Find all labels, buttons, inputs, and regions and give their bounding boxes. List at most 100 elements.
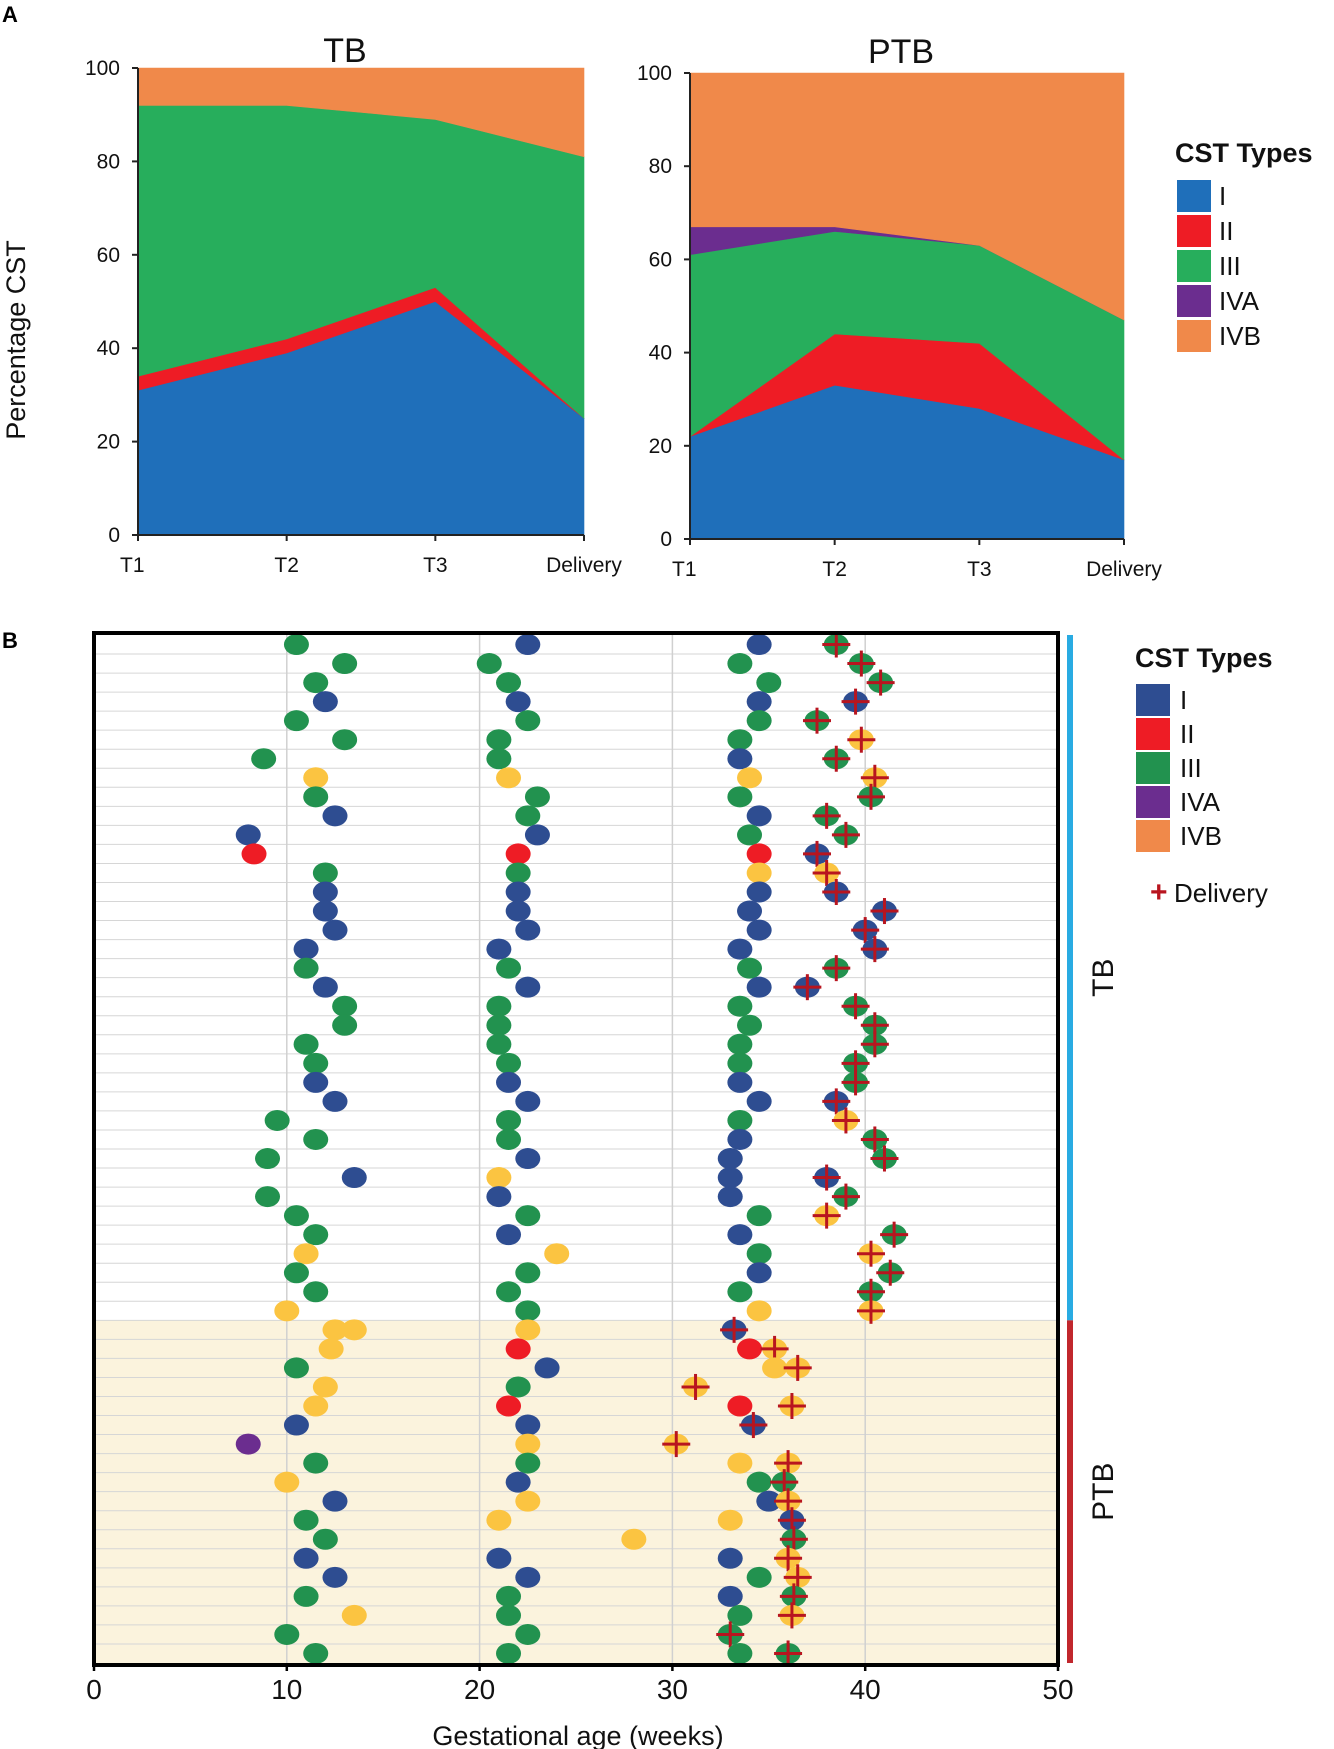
- legend-b-swatch-ii: [1136, 718, 1170, 750]
- timeline-point-i-delivery: [851, 917, 880, 944]
- timeline-point-i: [505, 1471, 531, 1493]
- timeline-point-iii: [255, 1148, 281, 1170]
- timeline-point-iii: [515, 710, 541, 732]
- timeline-point-i-delivery: [860, 936, 889, 963]
- ptb-x-tick-label: T3: [967, 558, 992, 581]
- timeline-point-iii: [496, 1109, 522, 1131]
- cst-dot: [486, 938, 512, 960]
- timeline-points: [235, 631, 909, 1667]
- timeline-point-iii: [293, 1033, 319, 1055]
- tb-y-tick-label: 20: [97, 431, 120, 454]
- timeline-point-ivb: [544, 1243, 570, 1265]
- cst-dot: [486, 1509, 512, 1531]
- cst-dot: [303, 1452, 329, 1474]
- cst-dot: [496, 1052, 522, 1074]
- timeline-point-iii: [283, 1357, 309, 1379]
- timeline-point-i: [717, 1148, 743, 1170]
- timeline-point-iii: [486, 1014, 512, 1036]
- cst-dot: [312, 881, 338, 903]
- timeline-point-ivb-delivery: [783, 1564, 812, 1591]
- legend-b-delivery-symbol: +: [1150, 876, 1168, 909]
- cst-dot: [727, 1281, 753, 1303]
- cst-dot: [496, 1395, 522, 1417]
- timeline-point-iii-delivery: [779, 1526, 808, 1553]
- ptb-area-layers: [689, 72, 1125, 540]
- legend-a-swatch-ivb: [1177, 320, 1211, 352]
- timeline-point-i: [235, 824, 261, 846]
- tb-x-tick-label: T1: [120, 554, 145, 577]
- timeline-point-iii-delivery: [860, 1012, 889, 1039]
- timeline-x-tick-labels: 0 10 20 30 40 50: [86, 1663, 1074, 1705]
- cst-dot: [746, 881, 772, 903]
- timeline-point-iii-delivery: [822, 745, 851, 772]
- ptb-chart-title: PTB: [868, 33, 934, 71]
- cst-dot: [293, 938, 319, 960]
- legend-a-swatch-i: [1177, 180, 1211, 212]
- cst-dot: [515, 1205, 541, 1227]
- timeline-point-i: [515, 1090, 541, 1112]
- timeline-point-iii: [727, 1604, 753, 1626]
- cst-dot: [524, 786, 550, 808]
- legend-a-label-ivb: IVB: [1219, 321, 1261, 351]
- legend-a-label-i: I: [1219, 181, 1226, 211]
- timeline-point-ivb-delivery: [860, 764, 889, 791]
- legend-b-swatch-iva: [1136, 786, 1170, 818]
- timeline-point-ivb-delivery: [812, 859, 841, 886]
- cst-dot: [544, 1243, 570, 1265]
- cst-dot: [476, 653, 502, 675]
- cst-dot: [283, 1205, 309, 1227]
- tb-y-tick-labels: 0 20 40 60 80 100: [85, 57, 138, 547]
- legend-b-delivery-label: Delivery: [1174, 878, 1268, 908]
- timeline-point-ivb-delivery: [783, 1354, 812, 1381]
- cst-dot: [303, 1071, 329, 1093]
- cst-dot: [274, 1300, 300, 1322]
- cst-dot: [505, 691, 531, 713]
- cst-dot: [505, 1338, 531, 1360]
- cst-dot: [496, 1281, 522, 1303]
- timeline-point-i-delivery: [822, 1088, 851, 1115]
- timeline-point-iii: [332, 729, 358, 751]
- timeline-point-ii: [505, 1338, 531, 1360]
- timeline-point-i: [322, 805, 348, 827]
- cst-dot: [322, 1319, 348, 1341]
- timeline-point-i: [303, 1071, 329, 1093]
- timeline-point-iii: [496, 1604, 522, 1626]
- timeline-point-ivb: [274, 1300, 300, 1322]
- cst-dot: [274, 1623, 300, 1645]
- ptb-area-ivb: [689, 72, 1125, 321]
- cst-dot: [283, 710, 309, 732]
- timeline-background: [94, 635, 1058, 1663]
- cst-dot: [496, 767, 522, 789]
- cst-dot: [496, 1585, 522, 1607]
- timeline-point-ivb-delivery: [777, 1602, 806, 1629]
- timeline-point-i: [746, 634, 772, 656]
- timeline-point-ivb: [727, 1452, 753, 1474]
- timeline-point-iii: [293, 1509, 319, 1531]
- timeline-point-iii: [312, 1528, 338, 1550]
- timeline-x-tick-label: 40: [850, 1674, 881, 1705]
- timeline-point-iii: [727, 995, 753, 1017]
- timeline-point-i: [717, 1547, 743, 1569]
- cst-dot: [746, 1205, 772, 1227]
- timeline-point-iii-delivery: [876, 1259, 905, 1286]
- cst-dot: [341, 1319, 367, 1341]
- timeline-point-iii: [283, 1205, 309, 1227]
- timeline-point-ivb-delivery: [856, 1240, 885, 1267]
- timeline-point-iii: [496, 1128, 522, 1150]
- timeline-point-iii: [727, 1052, 753, 1074]
- cst-dot: [312, 976, 338, 998]
- cst-dot: [746, 805, 772, 827]
- timeline-point-ivb: [293, 1243, 319, 1265]
- ptb-y-tick-label: 100: [637, 62, 672, 85]
- timeline-x-tick-label: 0: [86, 1674, 102, 1705]
- tb-y-tick-label: 60: [97, 244, 120, 267]
- timeline-point-i: [746, 976, 772, 998]
- timeline-point-ivb: [303, 767, 329, 789]
- timeline-point-iii: [727, 1281, 753, 1303]
- cst-dot: [737, 1338, 763, 1360]
- timeline-point-iii: [496, 1585, 522, 1607]
- cst-dot: [515, 634, 541, 656]
- timeline-point-ivb-delivery: [774, 1545, 803, 1572]
- legend-a-swatch-ii: [1177, 215, 1211, 247]
- timeline-point-i: [312, 691, 338, 713]
